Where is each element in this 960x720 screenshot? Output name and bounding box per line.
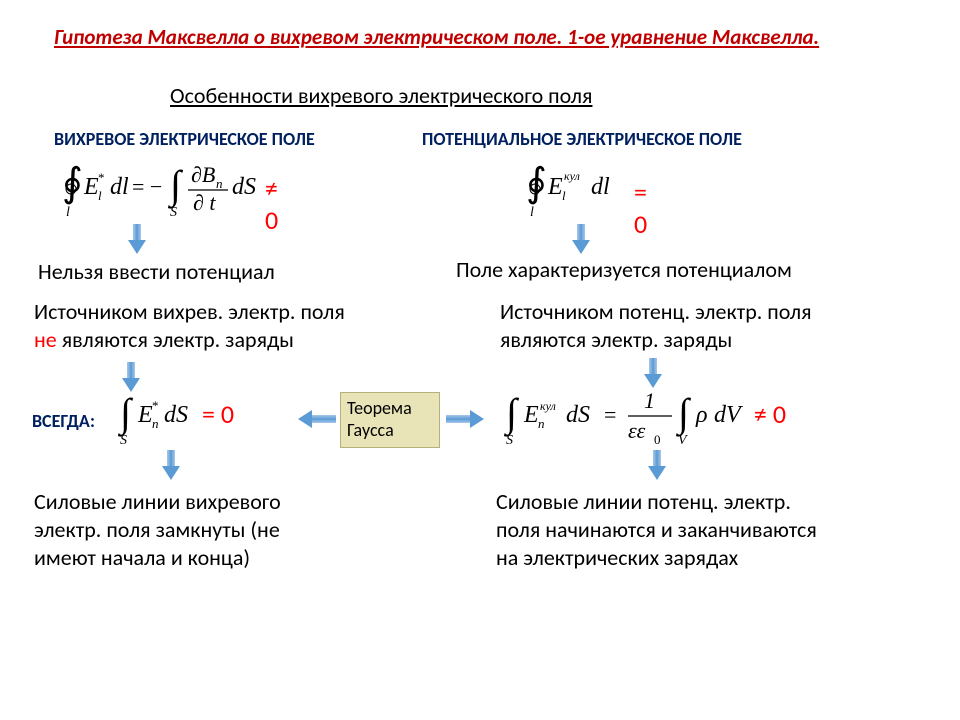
right-text-1: Поле характеризуется потенциалом [456, 256, 792, 284]
svg-text:∫: ∫ [167, 162, 184, 209]
svg-text:∫: ∫ [675, 390, 692, 437]
left-equation-1: ∮ l E l * dl = − ∫ S ∂B n ∂ t dS ≠ 0 [60, 158, 290, 229]
svg-text:n: n [216, 176, 223, 191]
svg-text:dS: dS [232, 174, 256, 200]
svg-text:∫: ∫ [117, 390, 134, 437]
svg-text:dS: dS [164, 402, 188, 428]
svg-text:V: V [678, 433, 688, 448]
svg-text:l: l [530, 205, 534, 220]
svg-text:1: 1 [644, 388, 655, 413]
left-equation-2: ∫ S E n * dS = 0 [120, 388, 250, 453]
svg-text:εε: εε [628, 418, 646, 443]
right-equation-1: ∮ l E l кул dl = 0 [524, 158, 664, 229]
arrow-down-icon [644, 358, 662, 388]
arrow-down-icon [572, 224, 590, 254]
svg-text:*: * [152, 398, 159, 413]
svg-text:∮: ∮ [526, 160, 547, 205]
svg-text:S: S [120, 433, 127, 448]
left-column-header: ВИХРЕВОЕ ЭЛЕКТРИЧЕСКОЕ ПОЛЕ [54, 128, 315, 150]
gauss-theorem-box: Теорема Гаусса [340, 392, 440, 448]
svg-text:∂ t: ∂ t [193, 190, 216, 215]
svg-text:n: n [152, 416, 159, 431]
svg-text:l: l [66, 205, 70, 220]
svg-text:кул: кул [540, 399, 556, 413]
left-text-2: Источником вихрев. электр. поля не являю… [34, 298, 345, 354]
svg-text:0: 0 [654, 432, 661, 447]
right-column-header: ПОТЕНЦИАЛЬНОЕ ЭЛЕКТРИЧЕСКОЕ ПОЛЕ [422, 128, 742, 150]
svg-text:dl: dl [110, 174, 129, 200]
always-label: ВСЕГДА: [32, 410, 95, 432]
arrow-left-icon [298, 410, 336, 428]
left-text-3: Силовые линии вихревого электр. поля зам… [34, 488, 281, 572]
right-text-2: Источником потенц. электр. поля являются… [500, 298, 812, 354]
svg-text:∫: ∫ [503, 390, 520, 437]
left-text-1: Нельзя ввести потенциал [38, 258, 275, 286]
svg-text:∂B: ∂B [191, 162, 215, 187]
svg-text:dl: dl [591, 174, 610, 200]
svg-text:кул: кул [564, 169, 580, 183]
svg-text:E: E [547, 174, 563, 200]
arrow-down-icon [128, 224, 146, 254]
svg-text:=: = [604, 402, 616, 427]
svg-text:S: S [170, 205, 177, 220]
right-eq2-result: ≠ 0 [754, 398, 786, 430]
right-equation-2: ∫ S E n кул dS = 1 εε 0 ∫ V ρ dV ≠ 0 [506, 386, 816, 455]
arrow-down-icon [162, 450, 180, 480]
svg-text:S: S [506, 433, 513, 448]
svg-text:l: l [98, 188, 102, 203]
left-eq2-result: = 0 [202, 398, 234, 430]
page-subtitle: Особенности вихревого электрического пол… [170, 82, 592, 109]
arrow-right-icon [446, 410, 484, 428]
svg-text:l: l [562, 188, 566, 203]
svg-text:*: * [98, 170, 105, 185]
left-eq1-result: ≠ 0 [265, 172, 290, 236]
svg-text:n: n [538, 416, 545, 431]
svg-text:E: E [137, 402, 153, 428]
svg-text:∮: ∮ [62, 160, 83, 205]
svg-text:E: E [523, 402, 539, 428]
page-title: Гипотеза Максвелла о вихревом электричес… [54, 24, 906, 50]
arrow-down-icon [648, 450, 666, 480]
right-eq1-result: = 0 [634, 176, 664, 240]
svg-text:E: E [83, 174, 99, 200]
svg-text:dS: dS [566, 402, 590, 428]
svg-text:ρ: ρ [695, 402, 708, 428]
svg-text:= −: = − [132, 174, 162, 199]
right-text-3: Силовые линии потенц. электр. поля начин… [496, 488, 817, 572]
svg-text:dV: dV [714, 402, 743, 428]
